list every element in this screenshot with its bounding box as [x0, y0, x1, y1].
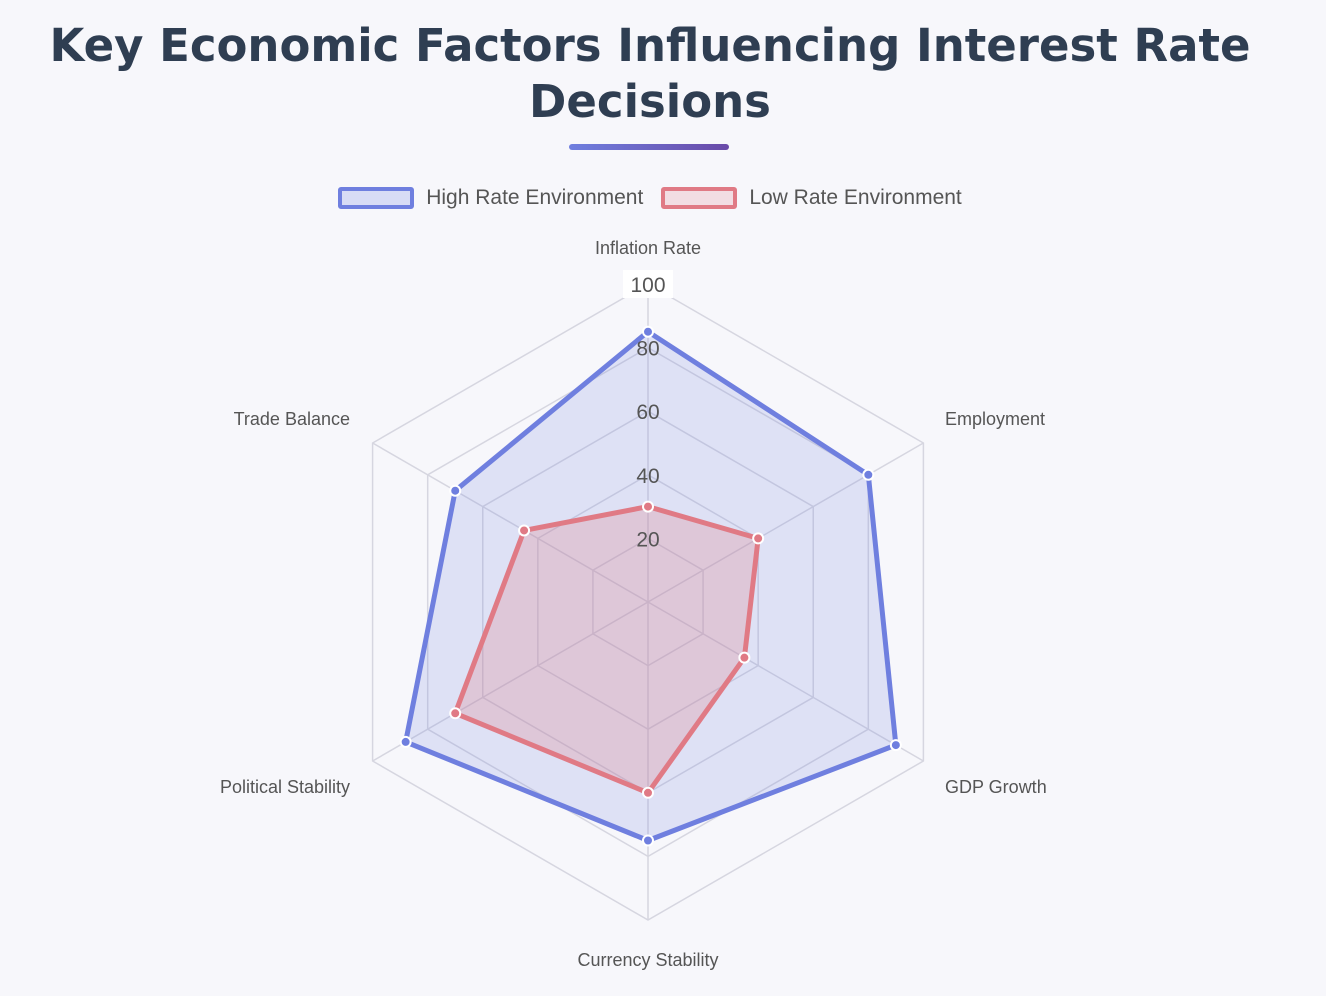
- data-point[interactable]: [889, 739, 902, 752]
- legend-label-high: High Rate Environment: [426, 186, 644, 209]
- axis-label: Employment: [945, 409, 1045, 429]
- data-point[interactable]: [518, 524, 531, 537]
- chart-title: Key Economic Factors Influencing Interes…: [49, 19, 1251, 128]
- data-point[interactable]: [862, 468, 875, 481]
- radial-tick-label: 20: [636, 528, 659, 551]
- radar-series: [399, 325, 902, 847]
- legend-label-low: Low Rate Environment: [749, 186, 962, 209]
- radial-ticks: 20 40 60 80 100: [623, 270, 673, 551]
- radial-tick-label: 100: [630, 274, 665, 297]
- legend-swatch-low: [661, 187, 738, 209]
- legend: High Rate Environment Low Rate Environme…: [0, 186, 1300, 210]
- data-point[interactable]: [642, 500, 654, 513]
- axis-label: GDP Growth: [945, 777, 1047, 797]
- data-point[interactable]: [642, 786, 654, 799]
- axis-label: Trade Balance: [234, 409, 350, 429]
- data-point[interactable]: [738, 651, 751, 664]
- data-point[interactable]: [449, 707, 462, 720]
- tick-label-bg: [623, 270, 673, 298]
- axis-label: Currency Stability: [577, 950, 718, 970]
- grid-spoke: [372, 442, 649, 603]
- data-point[interactable]: [642, 834, 654, 847]
- title-underline: [569, 144, 729, 150]
- legend-item-low[interactable]: Low Rate Environment: [661, 186, 962, 210]
- data-point[interactable]: [752, 532, 765, 545]
- radial-tick-label: 80: [636, 338, 659, 361]
- radial-tick-label: 40: [636, 465, 659, 488]
- data-point[interactable]: [399, 735, 412, 748]
- data-point[interactable]: [449, 484, 462, 497]
- axis-labels: Inflation Rate Employment GDP Growth Curren…: [220, 238, 1047, 970]
- legend-swatch-high: [338, 187, 415, 209]
- axis-label: Political Stability: [220, 777, 350, 797]
- legend-item-high[interactable]: High Rate Environment: [338, 186, 643, 210]
- grid-spoke: [372, 601, 649, 762]
- axis-label: Inflation Rate: [595, 238, 701, 258]
- radial-tick-label: 60: [636, 401, 659, 424]
- data-point[interactable]: [642, 325, 654, 338]
- grid-spoke: [647, 442, 924, 603]
- grid-spoke: [647, 601, 924, 762]
